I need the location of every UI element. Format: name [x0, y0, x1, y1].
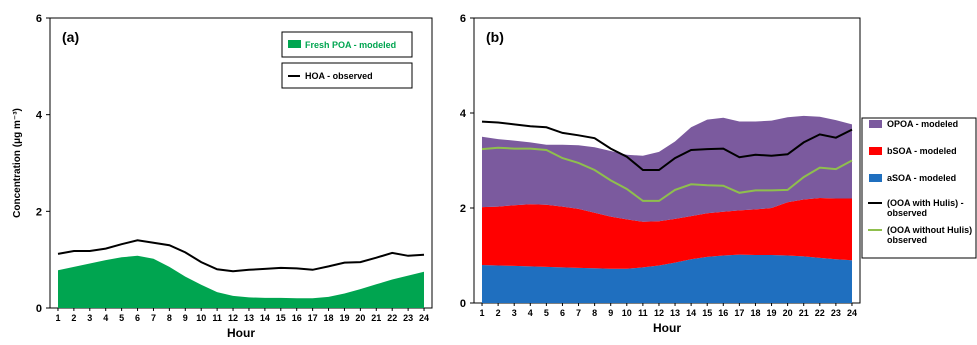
- x-tick-label: 21: [371, 313, 381, 323]
- legend-label-line: (OOA with Hulis) -: [887, 198, 964, 208]
- line-series-3: [481, 120, 853, 171]
- x-tick-label: 20: [355, 313, 365, 323]
- panel-b-chart: 1 2 3 4 5 6 7 8 9 10 11 12 13 14 15 16 17 18 19 20 21 22 23 240…: [460, 13, 977, 335]
- legend-label-1: bSOA - modeled: [887, 146, 957, 156]
- x-tick-label: 12: [228, 313, 238, 323]
- x-tick-label: 24: [847, 308, 857, 318]
- legend-label-3: (OOA with Hulis) -observed: [887, 198, 964, 218]
- x-tick-label: 8: [167, 313, 172, 323]
- y-tick-label: 6: [36, 13, 42, 25]
- x-tick-label: 14: [686, 308, 696, 318]
- x-tick-label: 6: [560, 308, 565, 318]
- x-tick-label: 23: [403, 313, 413, 323]
- x-tick-label: 13: [244, 313, 254, 323]
- panel-label: (a): [62, 29, 79, 45]
- x-tick-label: 7: [576, 308, 581, 318]
- x-tick-label: 14: [260, 313, 270, 323]
- y-axis-label: Concentration (μg m⁻³): [12, 108, 23, 218]
- x-tick-label: 20: [783, 308, 793, 318]
- x-tick-label: 13: [670, 308, 680, 318]
- x-axis-label: Hour: [227, 326, 255, 340]
- x-tick-label: 10: [196, 313, 206, 323]
- legend-box: [861, 117, 977, 259]
- line-series-1: [57, 239, 425, 273]
- x-tick-label: 15: [702, 308, 712, 318]
- legend-label-2: OPOA - modeled: [887, 119, 958, 129]
- x-tick-label: 23: [831, 308, 841, 318]
- legend-label-line: (OOA without Hulis): [887, 225, 972, 235]
- x-axis-label: Hour: [653, 321, 681, 335]
- x-tick-label: 18: [324, 313, 334, 323]
- legend-label-4: (OOA without Hulis) observed: [887, 225, 972, 245]
- x-tick-label: 12: [654, 308, 664, 318]
- legend-box-fresh-poa: [281, 31, 413, 58]
- x-tick-label: 4: [528, 308, 533, 318]
- x-tick-label: 9: [183, 313, 188, 323]
- x-tick-label: 19: [339, 313, 349, 323]
- y-tick-label: 4: [460, 108, 467, 120]
- x-tick-label: 8: [592, 308, 597, 318]
- x-tick-label: 7: [151, 313, 156, 323]
- x-tick-label: 6: [135, 313, 140, 323]
- x-tick-label: 2: [496, 308, 501, 318]
- y-tick-label: 2: [460, 203, 466, 215]
- x-tick-label: 22: [387, 313, 397, 323]
- y-tick-label: 0: [36, 303, 42, 315]
- y-tick-label: 2: [36, 206, 42, 218]
- x-tick-label: 11: [212, 313, 222, 323]
- legend-label-line: observed: [887, 235, 927, 245]
- x-tick-label: 15: [276, 313, 286, 323]
- area-series-1: [482, 198, 852, 269]
- x-tick-label: 22: [815, 308, 825, 318]
- x-tick-label: 24: [419, 313, 429, 323]
- legend-swatch-2: [869, 120, 882, 128]
- legend-box-hoa: [281, 62, 413, 89]
- legend-swatch-fresh-poa: [288, 40, 301, 48]
- x-tick-label: 5: [544, 308, 549, 318]
- panel-label: (b): [486, 29, 504, 45]
- legend-label-fresh-poa: Fresh POA - modeled: [305, 40, 396, 50]
- x-tick-label: 3: [87, 313, 92, 323]
- x-tick-label: 4: [103, 313, 108, 323]
- y-tick-label: 6: [460, 13, 466, 25]
- x-tick-label: 11: [638, 308, 648, 318]
- x-tick-label: 5: [119, 313, 124, 323]
- y-tick-label: 4: [36, 110, 43, 122]
- y-tick-label: 0: [460, 298, 466, 310]
- x-tick-label: 18: [750, 308, 760, 318]
- x-tick-label: 1: [480, 308, 485, 318]
- line-series-4: [481, 146, 853, 202]
- panel-a-chart: 1 2 3 4 5 6 7 8 9 10 11 12 13 14 15 16 17 18 19 20 21 22 23 240…: [12, 13, 433, 340]
- x-tick-label: 3: [512, 308, 517, 318]
- legend-swatch-1: [869, 147, 882, 155]
- x-tick-label: 19: [767, 308, 777, 318]
- x-tick-label: 21: [799, 308, 809, 318]
- x-tick-label: 10: [622, 308, 632, 318]
- x-tick-label: 17: [734, 308, 744, 318]
- x-tick-label: 16: [292, 313, 302, 323]
- legend-label-line: observed: [887, 208, 927, 218]
- legend-swatch-0: [869, 174, 882, 182]
- area-series-0: [58, 255, 424, 308]
- x-tick-label: 1: [55, 313, 60, 323]
- x-tick-label: 9: [608, 308, 613, 318]
- x-tick-label: 16: [718, 308, 728, 318]
- x-tick-label: 17: [308, 313, 318, 323]
- legend-label-hoa: HOA - observed: [305, 71, 373, 81]
- area-series-0: [482, 254, 852, 303]
- area-series-2: [482, 115, 852, 222]
- x-tick-label: 2: [71, 313, 76, 323]
- legend-label-0: aSOA - modeled: [887, 173, 956, 183]
